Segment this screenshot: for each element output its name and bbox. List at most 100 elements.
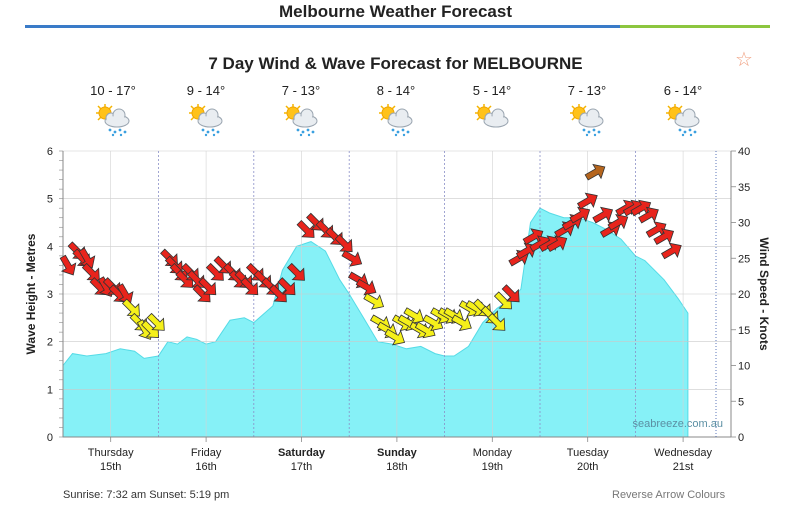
wind-arrow: [286, 262, 305, 281]
wind-arrow-shape: [569, 206, 591, 224]
y-tick-right: 20: [738, 289, 750, 301]
wind-arrow-shape: [493, 291, 512, 310]
wind-arrow-shape: [592, 206, 614, 224]
day-name-label: Thursday: [88, 447, 134, 459]
wind-arrow: [607, 214, 629, 231]
y-tick-right: 15: [738, 325, 750, 337]
y-tick-right: 10: [738, 361, 750, 373]
wind-arrow: [384, 328, 406, 346]
wind-arrow-shape: [653, 228, 675, 245]
favorite-star-icon[interactable]: ☆: [735, 49, 753, 71]
day-name-label: Saturday: [278, 447, 326, 459]
wind-arrow-shape: [451, 314, 472, 332]
wind-arrow: [355, 278, 377, 296]
y-tick-left: 5: [47, 194, 53, 206]
wind-arrow-shape: [59, 254, 77, 276]
wind-arrow-shape: [607, 214, 629, 231]
day-date-label: 18th: [386, 461, 407, 473]
wind-arrow-shape: [660, 242, 682, 260]
wind-arrow-shape: [501, 284, 520, 303]
wind-arrow-shape: [403, 307, 425, 324]
y-tick-left: 3: [47, 289, 53, 301]
wind-arrow: [146, 312, 165, 331]
wind-arrow-shape: [638, 206, 659, 224]
y-tick-right: 5: [738, 396, 744, 408]
title-rule-blue: [25, 25, 620, 28]
wind-arrow-shape: [341, 250, 363, 267]
wind-arrow: [422, 314, 444, 332]
y-tick-left: 6: [47, 146, 53, 158]
day-name-label: Monday: [473, 447, 513, 459]
wind-arrow-shape: [355, 278, 377, 296]
day-temperature: 7 - 13°: [281, 83, 321, 98]
y-tick-right: 0: [738, 432, 744, 444]
day-date-label: 17th: [291, 461, 312, 473]
y-tick-right: 30: [738, 218, 750, 230]
day-temperature: 7 - 13°: [567, 83, 607, 98]
wind-arrow: [638, 206, 659, 224]
wind-arrow: [569, 206, 591, 224]
title-rule-green: [620, 25, 770, 28]
sun-cloud-rain-icon: [663, 102, 703, 138]
wind-arrow: [493, 291, 512, 310]
y-tick-left: 0: [47, 432, 53, 444]
day-temperature: 8 - 14°: [376, 83, 416, 98]
y-tick-right: 35: [738, 182, 750, 194]
wind-arrow-shape: [277, 277, 296, 296]
sun-cloud-rain-icon: [93, 102, 133, 138]
day-date-label: 15th: [100, 461, 121, 473]
wind-arrow-shape: [576, 192, 598, 210]
day-date-label: 16th: [195, 461, 216, 473]
wind-arrow: [59, 254, 77, 276]
wind-arrow: [198, 277, 217, 296]
day-date-label: 19th: [482, 461, 503, 473]
sun-cloud-icon: [472, 102, 512, 138]
day-date-label: 20th: [577, 461, 598, 473]
y-tick-left: 2: [47, 337, 53, 349]
wind-arrow: [403, 307, 425, 324]
reverse-arrow-colours-link[interactable]: Reverse Arrow Colours: [612, 489, 726, 501]
y-tick-left: 1: [47, 384, 53, 396]
wind-arrow-shape: [146, 312, 165, 331]
day-name-label: Sunday: [377, 447, 418, 459]
wind-arrow-shape: [384, 328, 406, 346]
page-title: Melbourne Weather Forecast: [278, 2, 513, 21]
y-tick-right: 25: [738, 253, 750, 265]
wind-arrow: [653, 228, 675, 245]
sun-cloud-rain-icon: [186, 102, 226, 138]
wind-arrow: [546, 235, 568, 253]
wind-arrow-shape: [296, 219, 315, 238]
sun-cloud-rain-icon: [376, 102, 416, 138]
wind-arrow: [592, 206, 614, 224]
wind-arrow-shape: [268, 284, 287, 303]
wind-arrow-shape: [487, 312, 506, 331]
wind-arrow: [277, 277, 296, 296]
chart-title: 7 Day Wind & Wave Forecast for MELBOURNE: [208, 54, 583, 73]
wind-arrow: [576, 192, 598, 210]
sun-cloud-rain-icon: [281, 102, 321, 138]
wind-arrow: [296, 219, 315, 238]
wind-arrow-shape: [546, 235, 568, 253]
wind-arrow: [660, 242, 682, 260]
day-temperature: 6 - 14°: [663, 83, 703, 98]
y-tick-right: 40: [738, 146, 750, 158]
day-name-label: Tuesday: [567, 447, 609, 459]
wind-arrow: [501, 284, 520, 303]
sunrise-sunset-text: Sunrise: 7:32 am Sunset: 5:19 pm: [63, 489, 230, 501]
wind-arrow: [487, 312, 506, 331]
day-temperature: 5 - 14°: [472, 83, 512, 98]
wind-arrow-shape: [422, 314, 444, 332]
wind-arrow: [268, 284, 287, 303]
day-temperature: 9 - 14°: [186, 83, 226, 98]
sun-cloud-rain-icon: [567, 102, 607, 138]
day-name-label: Wednesday: [654, 447, 712, 459]
wind-arrow: [584, 163, 606, 181]
wind-arrow: [414, 321, 436, 339]
wind-arrow: [363, 292, 385, 310]
y-axis-label-left: Wave Height - Metres: [24, 233, 38, 354]
y-tick-left: 4: [47, 241, 53, 253]
wind-arrow: [451, 314, 472, 332]
wind-arrow: [240, 277, 259, 296]
wind-arrow-shape: [363, 292, 385, 310]
day-name-label: Friday: [191, 447, 222, 459]
